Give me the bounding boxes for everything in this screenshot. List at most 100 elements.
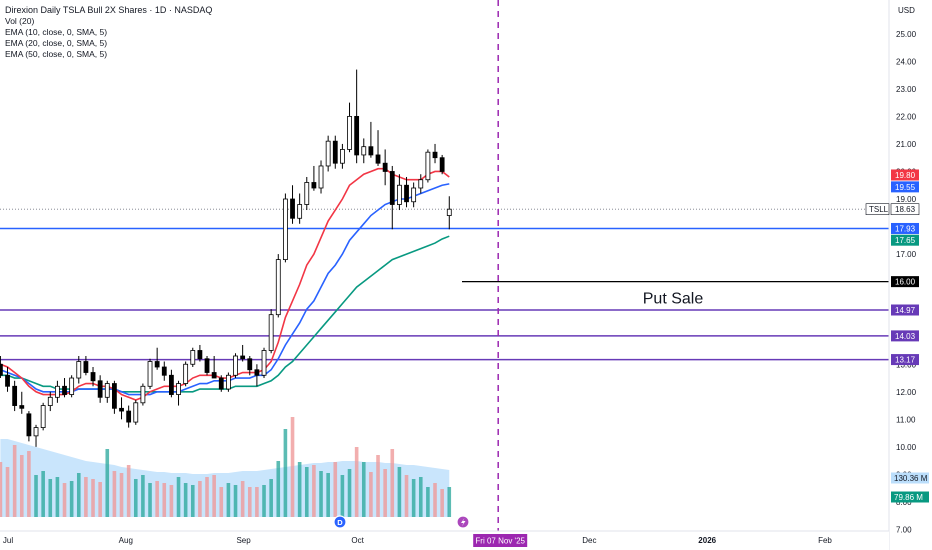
candle-body — [33, 427, 39, 437]
volume-bar — [447, 487, 452, 517]
candle-body — [325, 140, 331, 167]
volume-bar — [269, 479, 273, 517]
volume-bar — [219, 487, 224, 517]
volume-bar — [397, 467, 402, 517]
symbol-title: Direxion Daily TSLA Bull 2X Shares · 1D … — [5, 5, 213, 15]
currency-label: USD — [898, 6, 915, 15]
candle-body — [254, 369, 260, 376]
volume-bar — [141, 475, 145, 517]
candle-body — [197, 350, 203, 360]
level-price-tag-label: 14.97 — [895, 306, 916, 315]
event-icon-bolt — [461, 518, 466, 527]
indicator-ema-20[interactable]: EMA (20, close, 0, SMA, 5) — [5, 38, 108, 48]
level-price-tag-bg — [891, 354, 919, 366]
candle-body — [62, 385, 67, 395]
candle-body — [19, 405, 25, 409]
candle-body — [126, 410, 132, 423]
volume-bar — [226, 483, 231, 517]
volume-bar — [326, 473, 330, 517]
candle-body — [339, 149, 345, 164]
volume-bar — [383, 469, 387, 517]
price-tick-label: 11.00 — [896, 415, 916, 424]
volume-bar — [354, 447, 359, 517]
candle-body — [112, 383, 117, 409]
candle-body — [104, 383, 110, 398]
candle-body — [347, 115, 352, 150]
candle-body — [404, 184, 409, 203]
candle-body — [332, 140, 338, 164]
level-price-tag: 17.93 — [891, 222, 919, 234]
price-tick-label: 19.00 — [896, 195, 917, 204]
volume-bar — [169, 485, 174, 517]
time-tick-label: Feb — [818, 536, 832, 545]
candle-body — [368, 146, 374, 156]
candle-body — [240, 355, 246, 360]
dividend-icon-circle — [333, 515, 347, 529]
candle-body — [361, 146, 367, 156]
price-tick-label: 23.00 — [896, 85, 917, 94]
volume-bar — [240, 481, 245, 517]
candle-body — [411, 187, 417, 203]
date-marker-tag-label: Fri 07 Nov '25 — [475, 537, 525, 546]
candle-body — [318, 165, 324, 189]
candle-body — [275, 259, 281, 316]
candle-body — [261, 350, 267, 376]
volume-bar — [361, 462, 366, 517]
time-tick-label: Jul — [3, 536, 13, 545]
candle-body — [97, 380, 103, 398]
volume-bar — [190, 485, 195, 517]
volume-bar — [162, 483, 167, 517]
candle-body — [382, 162, 388, 172]
volume-bar — [369, 472, 373, 517]
volume-bar — [433, 483, 437, 517]
time-tick-label: Oct — [351, 536, 364, 545]
candle-body — [0, 363, 3, 376]
volume-bar — [247, 487, 252, 517]
candle-body — [69, 377, 75, 395]
annotation-label: Put Sale — [643, 291, 704, 308]
indicator-volume[interactable]: Vol (20) — [5, 16, 35, 26]
ema-price-tag-label: 19.80 — [895, 171, 916, 180]
volume-bar — [290, 417, 295, 517]
time-tick-label: Aug — [119, 536, 133, 545]
volume-bar — [0, 462, 3, 517]
volume-bar — [376, 455, 380, 517]
volume-bar — [133, 479, 138, 517]
volume-bar — [91, 479, 95, 517]
candle-body — [311, 182, 317, 189]
volume-bar — [19, 455, 24, 517]
volume-bar — [276, 461, 281, 517]
candle-body — [190, 350, 196, 365]
level-price-tag: 16.00 — [891, 276, 919, 288]
indicator-ema-50[interactable]: EMA (50, close, 0, SMA, 5) — [5, 49, 108, 59]
price-tick-label: 21.00 — [896, 140, 917, 149]
volume-bar — [126, 465, 131, 517]
volume-bar — [312, 465, 316, 517]
volume-bar — [62, 483, 67, 517]
volume-bar — [390, 449, 395, 517]
dividend-icon-letter: D — [337, 518, 343, 527]
volume-bar — [255, 487, 259, 517]
indicator-ema-10[interactable]: EMA (10, close, 0, SMA, 5) — [5, 27, 108, 37]
price-tick-label: 25.00 — [896, 30, 917, 39]
volume-bar — [55, 477, 60, 517]
candle-body — [211, 372, 217, 379]
candle-body — [247, 358, 253, 371]
current-price-tag-label: 18.63 — [895, 205, 916, 214]
volume-bar — [48, 479, 53, 517]
price-tick-label: 10.00 — [896, 443, 917, 452]
level-price-tag-label: 13.17 — [895, 356, 916, 365]
volume-bar — [426, 487, 430, 517]
time-axis-background — [0, 531, 889, 550]
price-tick-label: 24.00 — [896, 57, 917, 66]
level-price-tag: 14.03 — [891, 330, 919, 342]
volume-bar — [183, 483, 188, 517]
price-axis-background — [889, 0, 932, 550]
current-price-tag-bg — [890, 203, 920, 216]
ema-price-tag-bg — [891, 169, 919, 181]
candle-body — [5, 374, 10, 387]
volume-bar — [262, 485, 266, 517]
candle-body — [168, 374, 174, 395]
